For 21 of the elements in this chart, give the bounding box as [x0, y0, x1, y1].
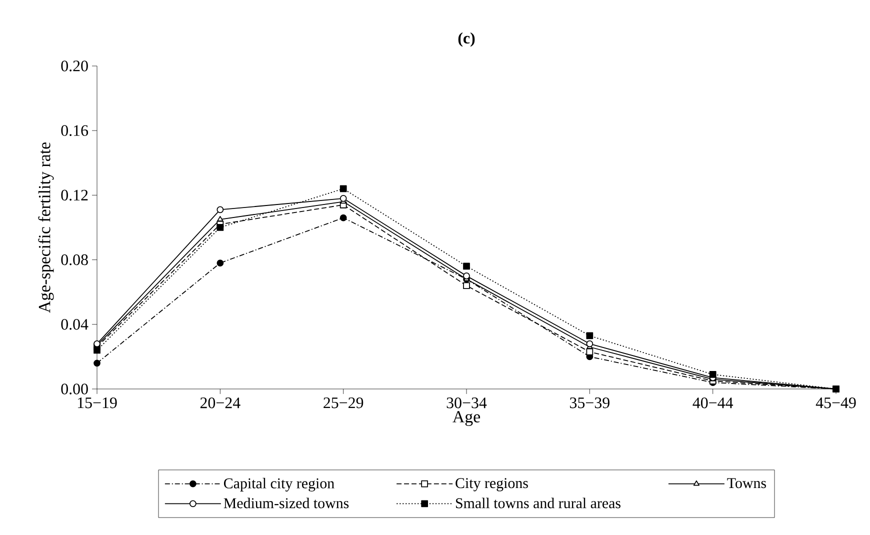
legend-label: City regions [456, 478, 528, 492]
y-tick-label: 0.04 [61, 318, 88, 330]
y-axis-title: Age-specific fertility rate [38, 142, 54, 313]
x-tick-label: 15−19 [78, 397, 117, 408]
x-tick-label: 40−44 [692, 397, 734, 408]
x-tick-label: 20−24 [200, 397, 240, 408]
y-tick-label: 0.00 [61, 384, 88, 394]
legend-label: Small towns and rural areas [456, 498, 620, 508]
x-tick-label: 35−39 [570, 397, 610, 408]
x-tick-label: 25−29 [324, 397, 364, 408]
x-tick-label: 30−34 [446, 397, 487, 408]
y-tick-label: 0.20 [61, 60, 88, 72]
chart-title: (c) [458, 32, 475, 47]
legend-label: Medium-sized towns [224, 498, 349, 508]
legend-label: Towns [727, 478, 766, 488]
x-axis-title: Age [452, 411, 480, 426]
legend-label: Capital city region [224, 478, 334, 492]
y-tick-label: 0.12 [61, 190, 88, 201]
y-tick-label: 0.16 [61, 125, 88, 136]
y-tick-label: 0.08 [61, 254, 88, 266]
x-tick-label: 45−49 [816, 397, 856, 408]
